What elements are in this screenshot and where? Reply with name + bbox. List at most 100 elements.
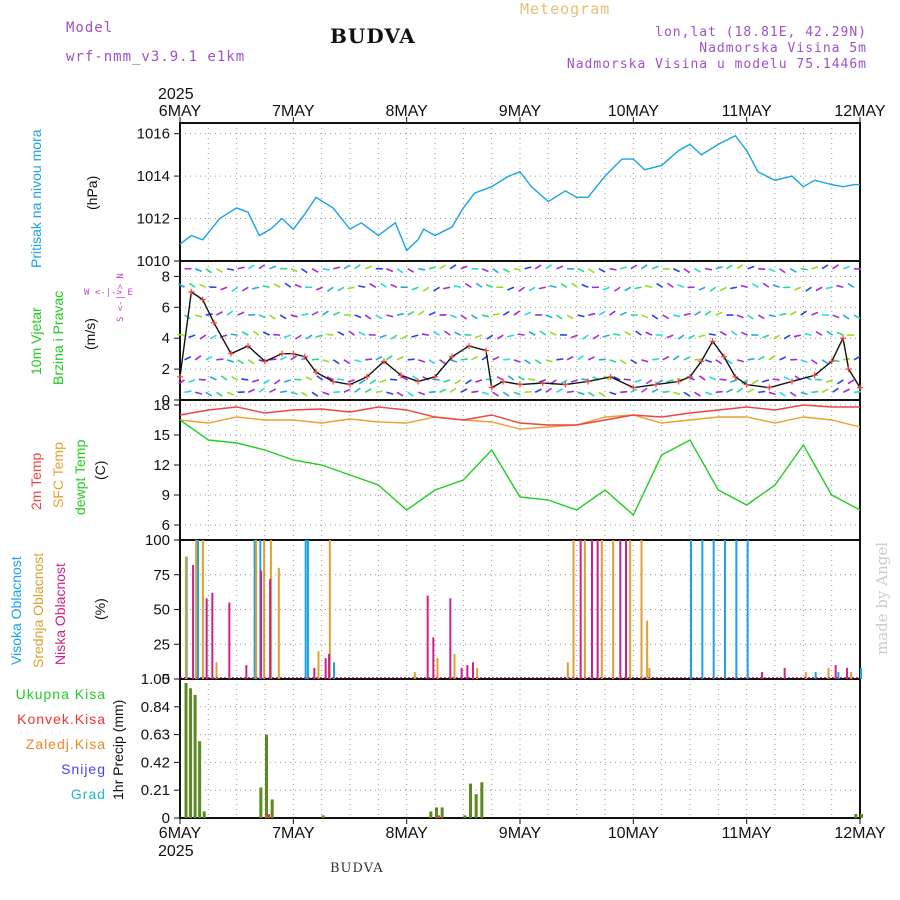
wind-speed-marker <box>347 381 353 388</box>
wind-arrow <box>783 334 791 340</box>
sfc-temp-line <box>179 414 861 430</box>
y-tick-label: 50 <box>153 602 170 619</box>
wind-arrow <box>322 310 329 316</box>
wind-arrow <box>645 379 653 385</box>
wind-arrow <box>800 391 808 396</box>
precip-total-bar <box>480 782 484 818</box>
wind-arrow <box>432 378 440 381</box>
low-cloud-bar <box>269 578 272 679</box>
wind-arrow <box>422 286 430 292</box>
wind-arrow <box>496 334 504 340</box>
wind-arrow <box>188 282 196 288</box>
wind-arrow <box>311 268 319 273</box>
wind-arrow <box>237 311 245 316</box>
wind-arrow <box>577 314 585 318</box>
mid-cloud-bar <box>646 620 649 679</box>
wind-arrow <box>375 355 383 361</box>
wind-arrow <box>412 375 419 381</box>
wind-arrow <box>842 314 850 320</box>
wind-arrow <box>230 333 238 336</box>
wind-arrow <box>418 391 426 396</box>
wind-arrow <box>566 314 574 320</box>
mid-cloud-bar <box>804 672 807 679</box>
wind-arrow <box>609 359 617 363</box>
wind-speed-marker <box>653 381 659 388</box>
wind-arrow <box>428 266 436 270</box>
wind-arrow <box>194 391 203 395</box>
wind-arrow <box>379 379 387 383</box>
wind-arrow <box>326 375 334 381</box>
mid-cloud-bar <box>201 540 204 679</box>
wind-speed-marker <box>675 378 682 385</box>
wind-arrow <box>322 391 330 396</box>
wind-arrow <box>789 310 797 316</box>
wind-arrow <box>283 334 292 339</box>
wind-arrow <box>853 390 861 394</box>
wind-arrow <box>566 390 575 394</box>
wind-arrow <box>651 314 659 320</box>
wind-arrow <box>407 310 415 316</box>
wind-arrow <box>226 310 234 316</box>
wind-arrow <box>747 357 755 361</box>
wind-speed-marker <box>290 350 297 357</box>
wind-speed-marker <box>364 373 370 380</box>
wind-arrow <box>751 379 759 385</box>
wind-arrow <box>475 282 483 288</box>
mid-cloud-bar <box>572 540 575 679</box>
wind-arrow <box>390 283 398 288</box>
wind-arrow <box>492 268 499 274</box>
wind-arrow <box>322 267 330 271</box>
wind-arrow <box>571 282 579 288</box>
wind-arrow <box>814 378 823 381</box>
wind-arrow <box>280 390 288 394</box>
wind-arrow <box>677 283 685 289</box>
wind-arrow <box>284 282 292 288</box>
wind-arrow <box>730 379 738 383</box>
mid-cloud-bar <box>255 540 258 679</box>
wind-arrow <box>343 359 351 365</box>
mid-cloud-bar <box>328 540 331 679</box>
wind-arrow <box>241 378 249 381</box>
wind-speed-marker <box>607 373 614 380</box>
wind-speed-marker <box>415 378 421 385</box>
wind-arrow <box>528 286 536 292</box>
wind-arrow <box>396 268 404 274</box>
precip-total-bar <box>184 682 188 818</box>
wind-arrow <box>294 283 302 288</box>
wind-arrow <box>464 283 472 288</box>
wind-arrow <box>407 268 415 273</box>
y-tick-label: 0 <box>162 810 170 827</box>
wind-arrow <box>736 359 745 363</box>
wind-arrow <box>216 268 223 273</box>
wind-arrow <box>188 379 196 383</box>
wind-arrow <box>624 286 632 292</box>
wind-arrow <box>645 331 653 336</box>
wind-arrow <box>237 266 245 270</box>
x-tick-label-bottom: 12MAY <box>834 825 886 842</box>
wind-arrow <box>719 330 727 336</box>
wind-speed-marker <box>811 372 818 379</box>
wind-arrow <box>538 286 546 290</box>
wind-arrow <box>178 379 185 385</box>
wind-arrow <box>768 267 776 273</box>
wind-arrow <box>768 314 776 318</box>
wind-arrow <box>348 330 355 336</box>
wind-speed-marker <box>828 358 835 365</box>
low-cloud-bar <box>449 598 452 679</box>
wind-arrow <box>545 264 553 270</box>
wind-arrow <box>821 359 829 365</box>
wind-arrow <box>513 267 521 271</box>
wind-arrow <box>613 286 621 292</box>
y-tick-label: 0.63 <box>141 727 170 744</box>
low-cloud-bar <box>313 667 316 679</box>
mid-cloud-bar <box>648 667 651 679</box>
wind-speed-marker <box>301 353 308 360</box>
wind-arrow <box>231 375 239 381</box>
low-cloud-bar <box>460 667 463 679</box>
wind-arrow <box>428 359 436 365</box>
x-tick-label-bottom: 10MAY <box>608 825 660 842</box>
precip-total-bar <box>189 688 193 818</box>
low-cloud-bar <box>432 637 435 679</box>
wind-arrow <box>258 314 266 319</box>
wind-speed-marker <box>698 358 705 365</box>
